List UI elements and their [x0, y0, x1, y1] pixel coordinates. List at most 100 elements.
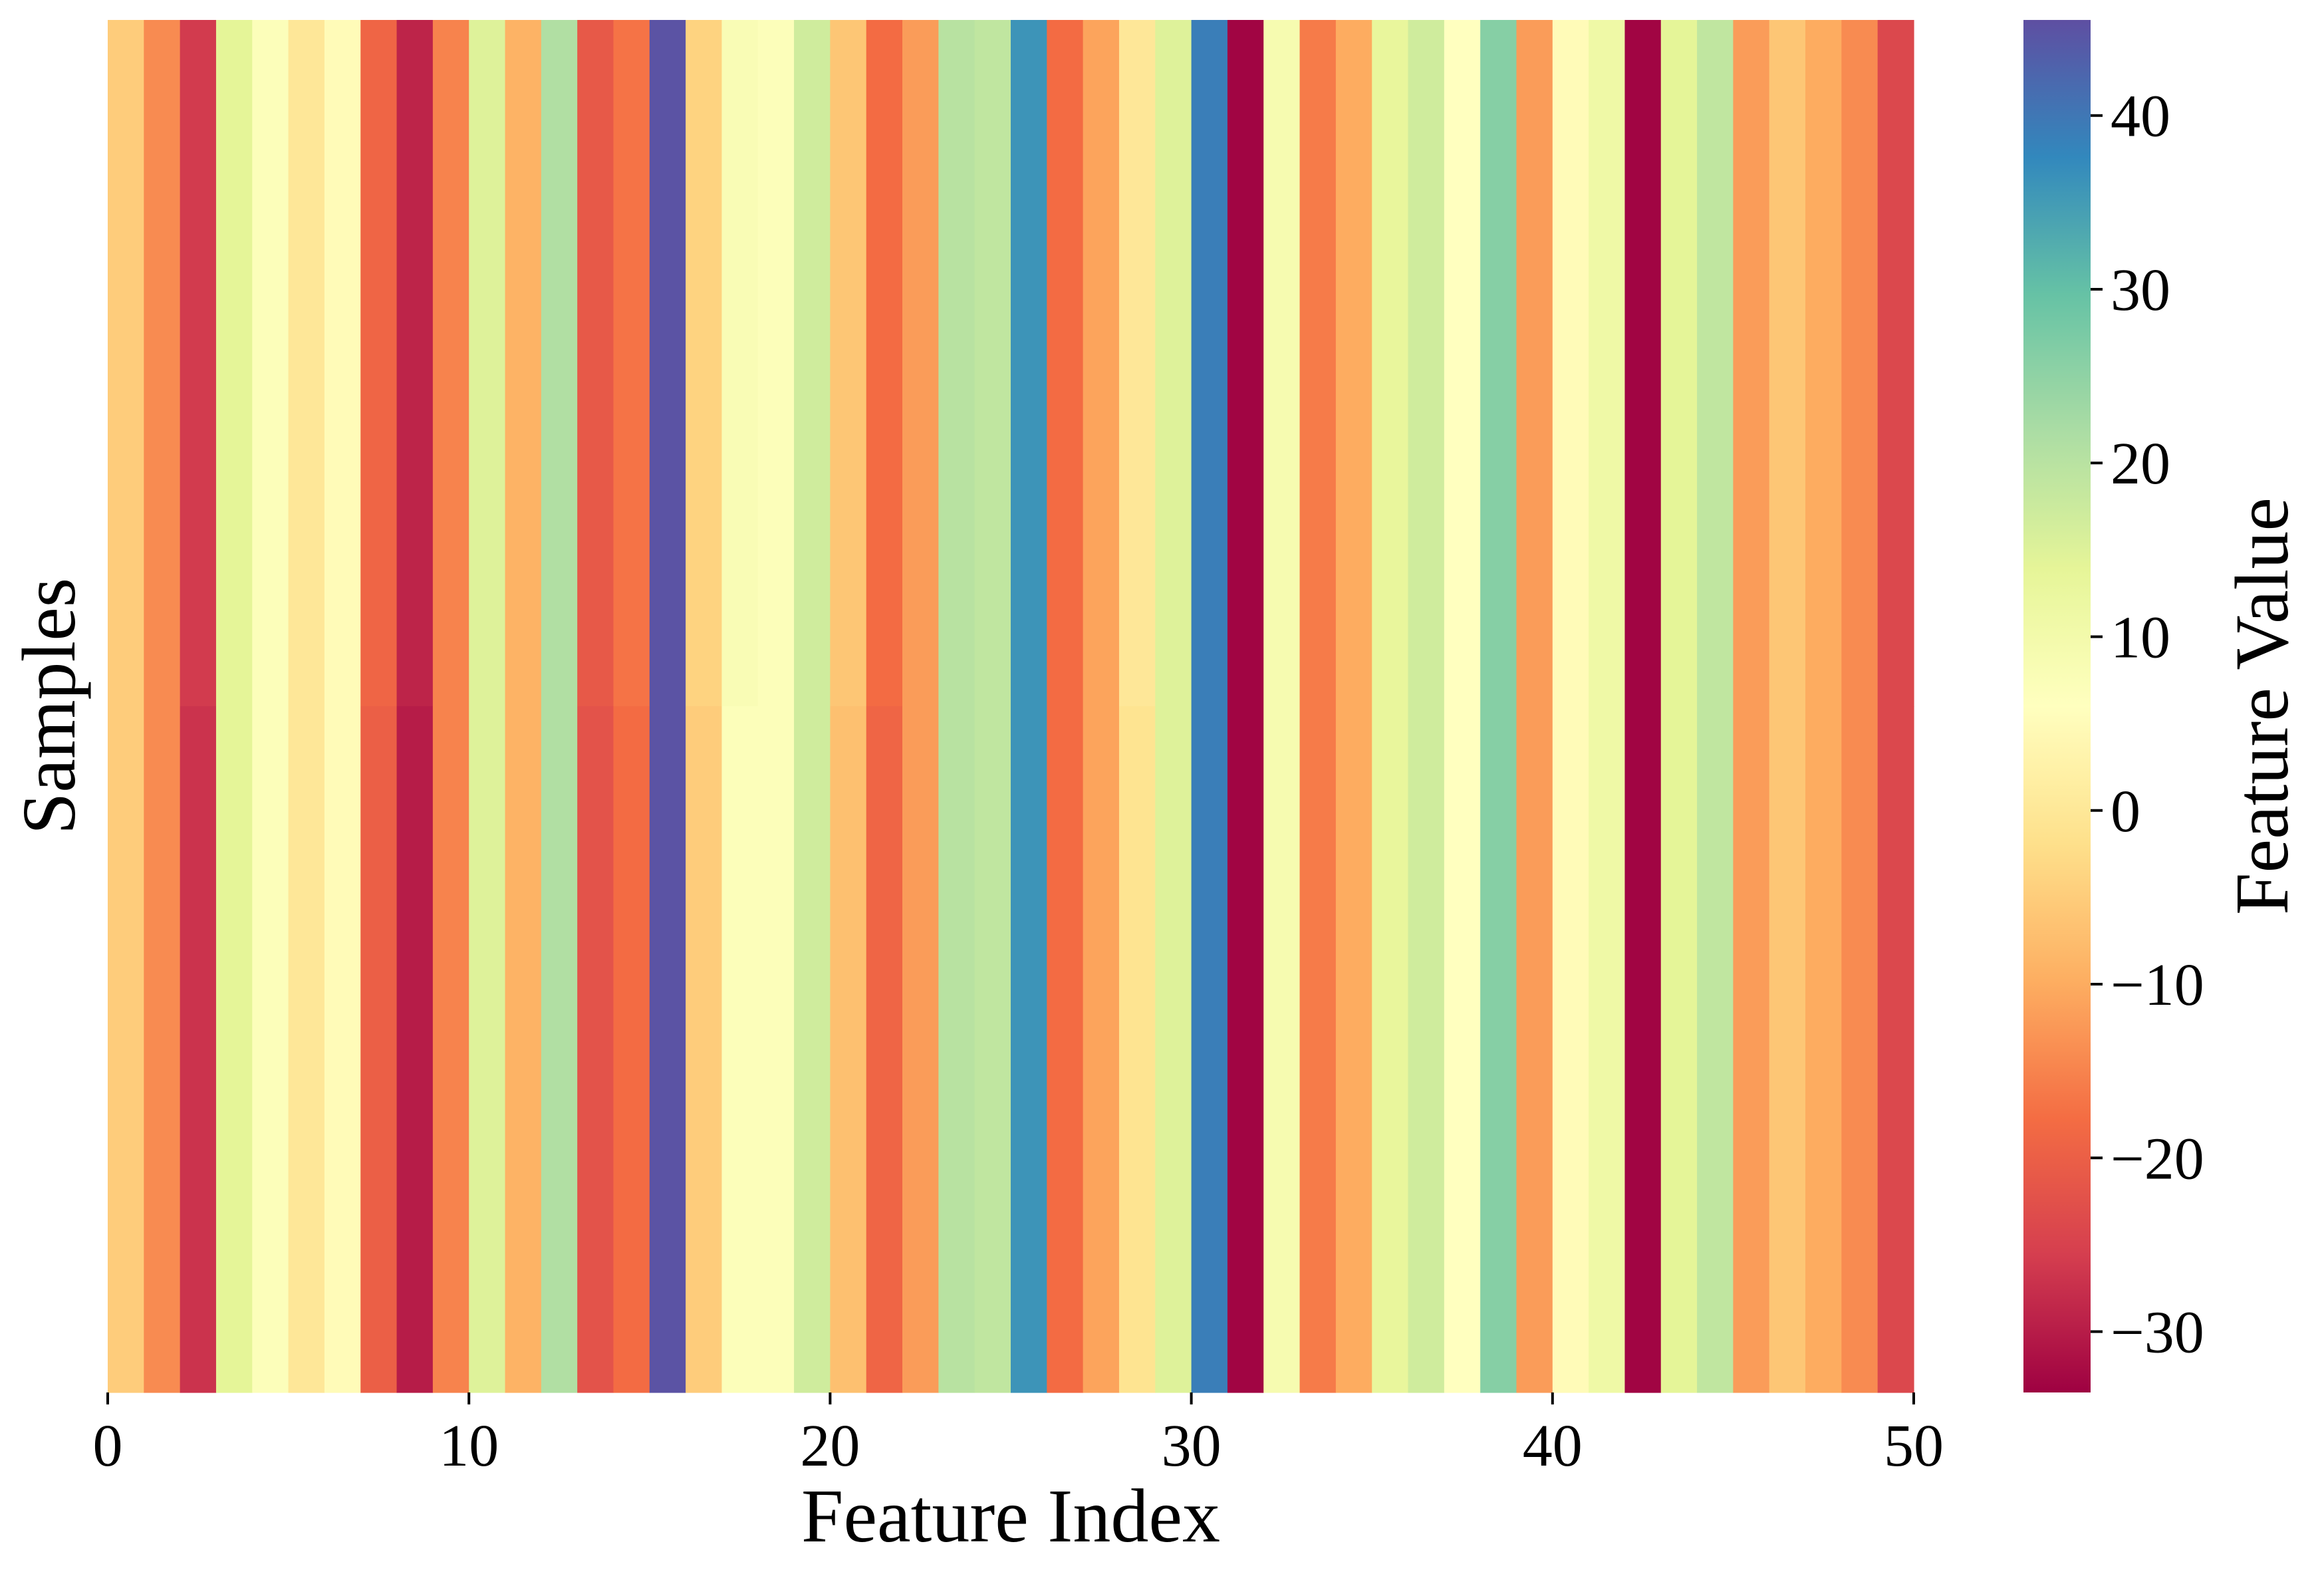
heatmap-cell: [1227, 20, 1264, 707]
heatmap-cell: [938, 20, 975, 707]
heatmap-cell: [180, 706, 217, 1393]
heatmap-cell: [902, 20, 939, 707]
heatmap-cell: [1480, 20, 1517, 707]
heatmap-cell: [541, 706, 578, 1393]
heatmap-cell: [686, 706, 723, 1393]
x-axis: 0 10 20 30 40 50: [93, 1392, 1944, 1479]
x-tick-label: 30: [1162, 1413, 1222, 1479]
heatmap-cell: [1589, 706, 1626, 1393]
heatmap-cell: [1118, 20, 1156, 707]
heatmap-cell: [974, 20, 1011, 707]
x-axis-label: Feature Index: [801, 1474, 1220, 1558]
x-tick-label: 40: [1523, 1413, 1583, 1479]
heatmap-cell: [613, 706, 650, 1393]
heatmap-cell: [1480, 706, 1517, 1393]
y-axis-label: Samples: [7, 578, 91, 835]
x-tick-label: 20: [800, 1413, 860, 1479]
heatmap-cell: [1516, 20, 1553, 707]
heatmap-cell: [1877, 20, 1914, 707]
heatmap-cell: [1155, 20, 1192, 707]
heatmap-cell: [432, 20, 469, 707]
heatmap-cell: [252, 20, 289, 707]
heatmap-cell: [577, 20, 614, 707]
heatmap-cell: [1769, 706, 1806, 1393]
heatmap-cell: [469, 706, 506, 1393]
heatmap-cells: [108, 20, 1914, 1393]
heatmap-cell: [1444, 20, 1481, 707]
heatmap-cell: [1155, 706, 1192, 1393]
heatmap-cell: [541, 20, 578, 707]
heatmap-cell: [144, 20, 181, 707]
heatmap-cell: [1624, 20, 1662, 707]
heatmap-cell: [866, 20, 903, 707]
heatmap-cell: [1335, 706, 1372, 1393]
heatmap-cell: [721, 706, 759, 1393]
colorbar-tick-label: −20: [2111, 1126, 2204, 1192]
heatmap-cell: [1697, 706, 1734, 1393]
heatmap-cell: [649, 20, 686, 707]
heatmap-cell: [1263, 20, 1301, 707]
heatmap-cell: [1083, 706, 1120, 1393]
heatmap-cell: [1299, 706, 1337, 1393]
heatmap-cell: [1516, 706, 1553, 1393]
heatmap-cell: [757, 20, 795, 707]
heatmap-cell: [108, 20, 144, 707]
colorbar-label: Feature Value: [2220, 497, 2304, 915]
heatmap-cell: [1733, 706, 1770, 1393]
heatmap-cell: [432, 706, 469, 1393]
heatmap-cell: [794, 706, 831, 1393]
heatmap-cell: [902, 706, 939, 1393]
heatmap-cell: [1660, 706, 1698, 1393]
heatmap-cell: [215, 20, 253, 707]
heatmap-cell: [1083, 20, 1120, 707]
heatmap-cell: [794, 20, 831, 707]
heatmap-cell: [1408, 20, 1445, 707]
heatmap-cell: [144, 706, 181, 1393]
heatmap-cell: [324, 706, 361, 1393]
heatmap-cell: [252, 706, 289, 1393]
heatmap-cell: [577, 706, 614, 1393]
heatmap-cell: [757, 706, 795, 1393]
heatmap-cell: [1299, 20, 1337, 707]
heatmap-cell: [396, 706, 434, 1393]
heatmap-cell: [360, 20, 398, 707]
colorbar-gradient: [2023, 20, 2091, 1392]
heatmap-cell: [1011, 706, 1047, 1393]
heatmap-cell: [1589, 20, 1626, 707]
heatmap-cell: [1624, 706, 1662, 1393]
colorbar-tick-label: 30: [2111, 257, 2170, 323]
heatmap-cell: [1335, 20, 1372, 707]
heatmap-cell: [288, 20, 325, 707]
heatmap-cell: [288, 706, 325, 1393]
heatmap-cell: [1191, 20, 1228, 707]
colorbar-tick-label: 40: [2111, 84, 2170, 150]
heatmap-cell: [1733, 20, 1770, 707]
colorbar-tick-label: 10: [2111, 604, 2170, 670]
heatmap-cell: [1118, 706, 1156, 1393]
heatmap-cell: [613, 20, 650, 707]
heatmap-cell: [1841, 20, 1878, 707]
heatmap-cell: [1408, 706, 1445, 1393]
heatmap-cell: [324, 20, 361, 707]
heatmap-cell: [1227, 706, 1264, 1393]
heatmap-cell: [1263, 706, 1301, 1393]
heatmap-cell: [1697, 20, 1734, 707]
colorbar: −30 −20 −10 0 10 20 30 40: [2023, 20, 2204, 1392]
heatmap-cell: [360, 706, 398, 1393]
heatmap-cell: [649, 706, 686, 1393]
heatmap-cell: [1841, 706, 1878, 1393]
heatmap-cell: [1047, 706, 1084, 1393]
heatmap-cell: [1660, 20, 1698, 707]
colorbar-tick-label: −30: [2111, 1300, 2204, 1366]
heatmap-cell: [721, 20, 759, 707]
colorbar-tick-label: 20: [2111, 431, 2170, 497]
heatmap-cell: [469, 20, 506, 707]
heatmap-cell: [1769, 20, 1806, 707]
heatmap-cell: [1805, 706, 1842, 1393]
heatmap-cell: [1444, 706, 1481, 1393]
heatmap-cell: [866, 706, 903, 1393]
heatmap-cell: [1191, 706, 1228, 1393]
heatmap-cell: [505, 20, 542, 707]
